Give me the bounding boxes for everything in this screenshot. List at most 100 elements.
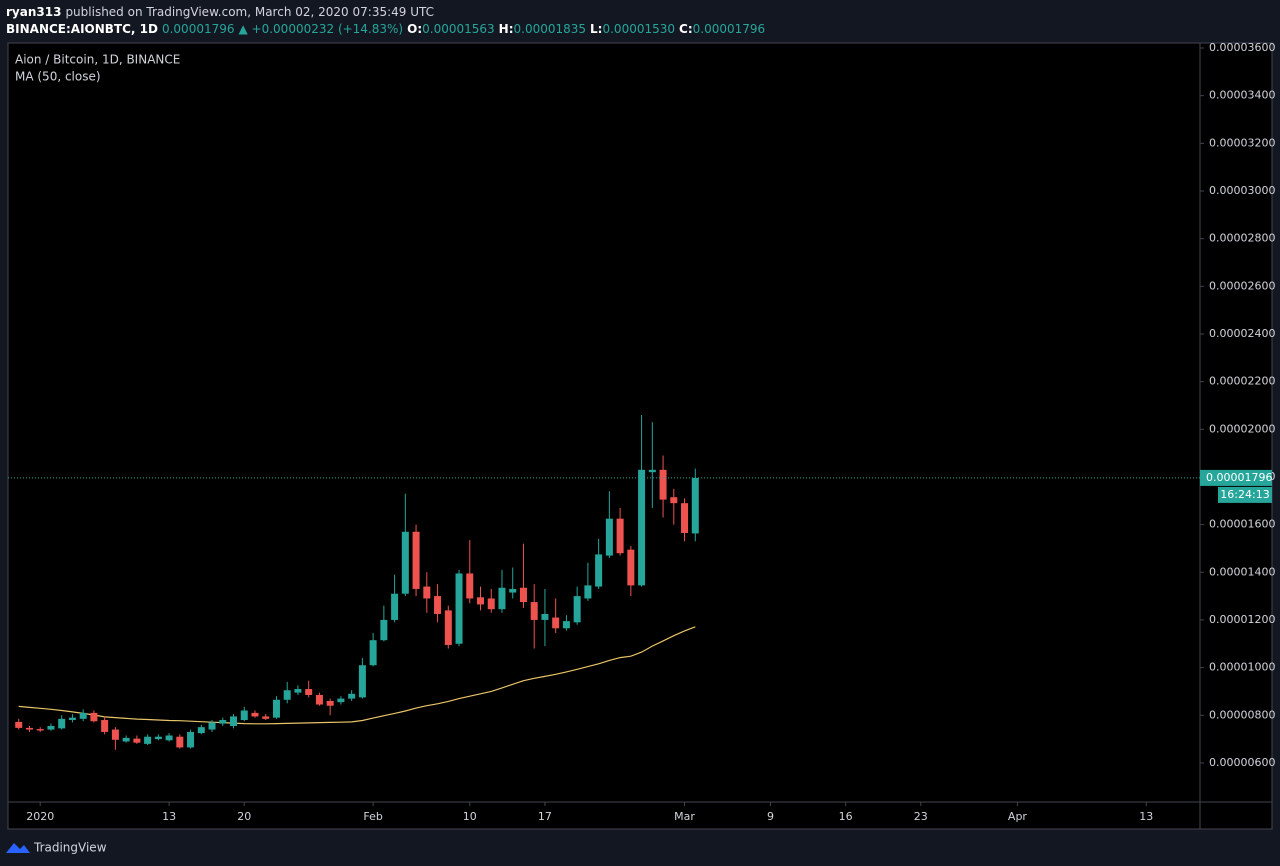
candle-body <box>90 712 98 722</box>
x-tick-label: 13 <box>1139 810 1153 823</box>
candle-body <box>412 531 420 589</box>
ohlc-value: 0.00001835 <box>514 22 587 36</box>
candle-body <box>337 698 345 703</box>
ohlc-label: H: <box>499 22 514 36</box>
y-tick-label: 0.00001000 <box>1209 661 1275 674</box>
candle-body <box>348 693 356 699</box>
candle-body <box>369 640 377 666</box>
y-tick-label: 0.00001400 <box>1209 565 1275 578</box>
footer-logo: TradingView <box>6 841 107 855</box>
candle-body <box>648 469 656 473</box>
candle-body <box>466 573 474 599</box>
candle-body <box>208 722 216 730</box>
candle-body <box>36 729 44 731</box>
candle-body <box>391 593 399 620</box>
y-tick-label: 0.00000600 <box>1209 756 1275 769</box>
last-price: 0.00001796 <box>162 22 235 36</box>
candle-body <box>251 712 259 717</box>
published: published on TradingView.com, March 02, … <box>65 5 434 19</box>
x-tick-label: 20 <box>237 810 251 823</box>
x-tick-label: 16 <box>839 810 853 823</box>
candle-body <box>111 729 119 740</box>
candle-body <box>595 554 603 587</box>
candle-body <box>487 598 495 610</box>
candle-body <box>25 727 33 730</box>
candle-body <box>154 736 162 740</box>
candle-body <box>562 621 570 629</box>
candle-body <box>573 596 581 623</box>
candle-body <box>326 700 334 706</box>
candle-body <box>79 712 87 719</box>
y-tick-label: 0.00000800 <box>1209 708 1275 721</box>
candle-body <box>197 727 205 734</box>
ohlc-value: 0.00001796 <box>693 22 766 36</box>
candle-body <box>47 725 55 730</box>
x-tick-label: Apr <box>1008 810 1028 823</box>
candle-body <box>434 596 442 614</box>
x-tick-label: 2020 <box>26 810 54 823</box>
candle-body <box>401 531 409 594</box>
x-tick-label: 17 <box>538 810 552 823</box>
ohlc-label: C: <box>679 22 693 36</box>
y-tick-label: 0.00002400 <box>1209 327 1275 340</box>
candle-body <box>477 597 485 605</box>
change: ▲ +0.00000232 (+14.83%) <box>239 22 404 36</box>
candle-body <box>552 617 560 629</box>
y-tick-label: 0.00003400 <box>1209 89 1275 102</box>
ohlc-label: L: <box>590 22 602 36</box>
x-tick-label: 13 <box>162 810 176 823</box>
x-tick-label: Mar <box>674 810 695 823</box>
candle-body <box>423 586 431 599</box>
x-tick-label: 23 <box>914 810 928 823</box>
x-tick-label: 9 <box>767 810 774 823</box>
y-tick-label: 0.00003000 <box>1209 184 1275 197</box>
candle-body <box>283 690 291 700</box>
y-tick-label: 0.00002000 <box>1209 422 1275 435</box>
candle-body <box>315 695 323 705</box>
candle-body <box>605 518 613 556</box>
candle-body <box>58 718 66 729</box>
candle-body <box>627 549 635 586</box>
candle-body <box>380 619 388 641</box>
countdown: 16:24:13 <box>1220 488 1269 501</box>
ma-line <box>18 626 696 725</box>
candle-body <box>219 720 227 724</box>
candle-body <box>272 699 280 718</box>
candle-body <box>133 738 141 743</box>
y-tick-label: 0.00002200 <box>1209 375 1275 388</box>
candle-body <box>15 721 23 728</box>
logo-icon <box>6 843 30 853</box>
candle-body <box>638 469 646 586</box>
candle-body <box>498 587 506 610</box>
header-line-2: BINANCE:AIONBTC, 1D 0.00001796 ▲ +0.000002… <box>6 22 765 36</box>
candle-body <box>530 602 538 620</box>
candle-body <box>68 717 76 721</box>
chart-title: Aion / Bitcoin, 1D, BINANCE <box>15 53 180 67</box>
plot-frame <box>7 42 1273 830</box>
candle-body <box>305 689 313 696</box>
footer-brand: TradingView <box>33 841 107 855</box>
candle-body <box>444 610 452 645</box>
candle-body <box>541 613 549 620</box>
candle-body <box>616 518 624 554</box>
symbol: BINANCE:AIONBTC, 1D <box>6 22 158 36</box>
y-tick-label: 0.00003200 <box>1209 136 1275 149</box>
author: ryan313 <box>6 5 61 19</box>
y-tick-label: 0.00003600 <box>1209 41 1275 54</box>
candle-body <box>670 497 678 504</box>
candle-body <box>262 716 270 719</box>
candle-body <box>681 503 689 533</box>
candle-body <box>659 469 667 500</box>
x-tick-label: Feb <box>363 810 382 823</box>
candle-body <box>230 716 238 726</box>
header-line-1: ryan313 published on TradingView.com, Mar… <box>6 5 434 19</box>
countdown-box <box>1218 486 1272 503</box>
candle-body <box>455 573 463 644</box>
y-tick-label: 0.00001600 <box>1209 518 1275 531</box>
candle-body <box>165 735 173 741</box>
ohlc-label: O: <box>407 22 422 36</box>
candle-body <box>358 665 366 698</box>
candle-body <box>101 720 109 732</box>
candle-body <box>294 689 302 693</box>
